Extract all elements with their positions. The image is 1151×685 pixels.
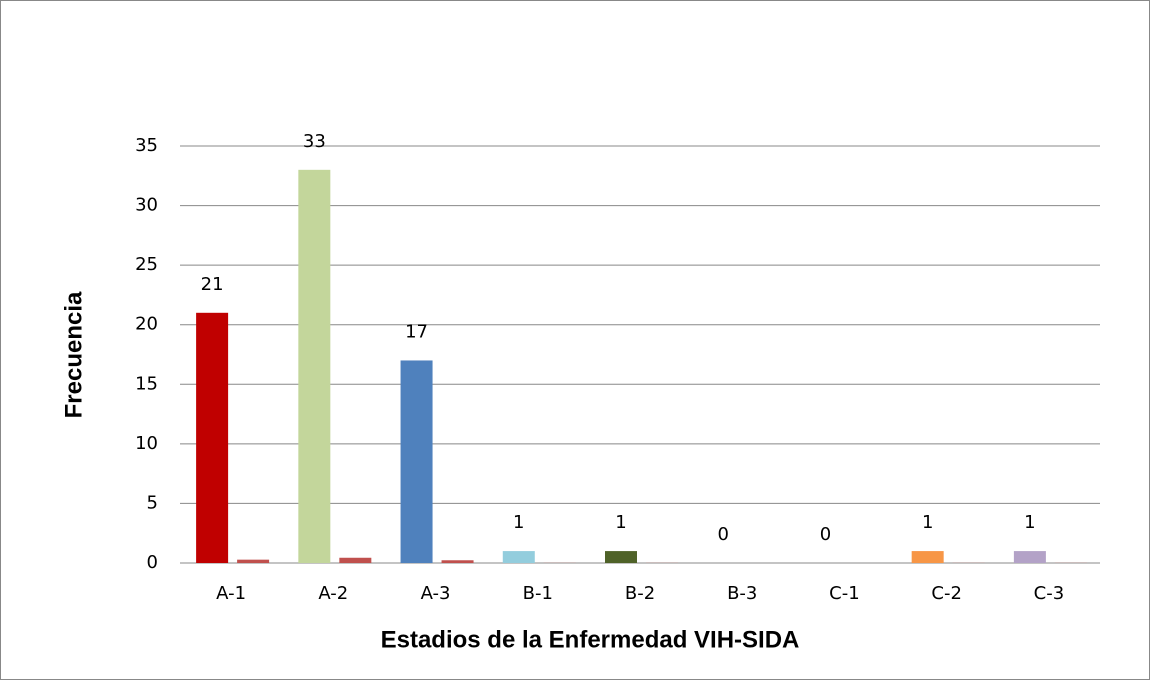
x-tick-label: C-3 — [1034, 583, 1065, 604]
bar — [503, 551, 535, 563]
x-tick-label: A-3 — [421, 583, 451, 604]
bar — [1014, 551, 1046, 563]
x-axis-title: Estadios de la Enfermedad VIH-SIDA — [381, 626, 800, 653]
x-tick-label: B-3 — [727, 583, 757, 604]
x-tick-label: A-1 — [216, 583, 246, 604]
data-label: 1 — [922, 512, 933, 533]
bar — [401, 360, 433, 563]
data-label: 0 — [717, 524, 728, 545]
bar — [196, 313, 228, 563]
y-tick-label: 25 — [135, 254, 158, 275]
x-tick-label: B-1 — [523, 583, 553, 604]
data-label: 33 — [303, 131, 326, 152]
data-label: 1 — [615, 512, 626, 533]
bar — [442, 560, 474, 563]
bar — [298, 170, 330, 563]
x-tick-label: B-2 — [625, 583, 655, 604]
bar — [339, 558, 371, 563]
data-label: 21 — [201, 274, 224, 295]
data-label: 1 — [1024, 512, 1035, 533]
bar — [912, 551, 944, 563]
data-label: 17 — [405, 321, 428, 342]
data-label: 1 — [513, 512, 524, 533]
y-axis-title: Frecuencia — [60, 291, 87, 418]
y-tick-label: 15 — [135, 373, 158, 394]
x-tick-label: C-2 — [931, 583, 962, 604]
data-label: 0 — [820, 524, 831, 545]
y-tick-label: 5 — [147, 492, 158, 513]
bar — [237, 560, 269, 563]
y-tick-label: 10 — [135, 433, 158, 454]
bar — [605, 551, 637, 563]
y-tick-label: 35 — [135, 135, 158, 156]
x-tick-label: C-1 — [829, 583, 860, 604]
y-tick-label: 0 — [147, 552, 158, 573]
y-tick-label: 20 — [135, 314, 158, 335]
x-tick-label: A-2 — [318, 583, 348, 604]
y-tick-label: 30 — [135, 195, 158, 216]
